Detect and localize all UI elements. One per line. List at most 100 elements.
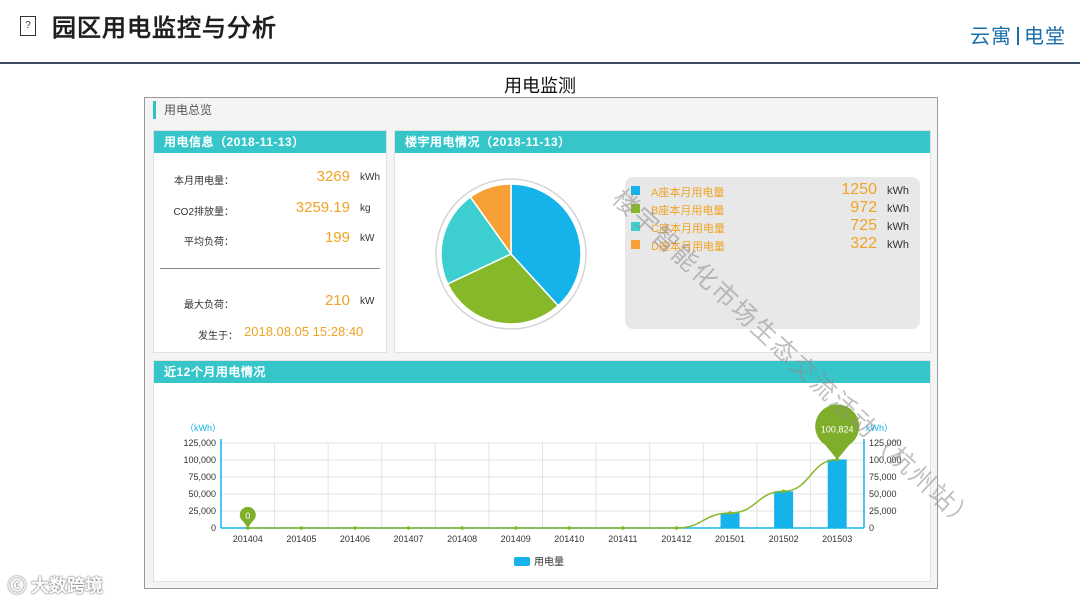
legend-unit: kWh [887,239,909,251]
bar-201502[interactable] [774,491,794,528]
info-value: 3259.19 [295,199,350,216]
line-point [353,526,357,530]
y-tick-label-left: 25,000 [188,506,216,516]
marker-label: 0 [245,511,250,521]
building-usage-title: 楼宇用电情况（2018-11-13） [395,131,930,153]
building-legend: A座本月用电量 1250 kWh B座本月用电量 972 kWh C座本月用电量… [625,177,920,329]
dashboard-window: 用电总览 用电信息（2018-11-13） 本月用电量： 3269 kWh CO… [144,97,938,589]
line-point [299,526,304,530]
legend-value: 725 [850,217,877,234]
line-point [460,526,464,530]
info-row-avg-load: 平均负荷： 199 kW [154,229,386,249]
y-tick-label-left: 75,000 [188,472,216,482]
monthly-bar-chart: 125,000 125,000 100,000 100,000 75,000 75,000… [183,404,902,568]
legend-name: A座本月用电量 [651,187,725,199]
slide-header: ? 园区用电监控与分析 云寓 电堂 [0,0,1080,64]
occurred-label: 发生于： [198,331,238,342]
x-tick-label: 201408 [447,534,477,544]
x-tick-label: 201412 [661,534,691,544]
monthly-usage-title: 近12个月用电情况 [154,361,930,383]
info-value: 3269 [316,168,350,185]
legend-swatch[interactable] [514,557,530,566]
legend-swatch [631,222,640,231]
legend-unit: kWh [887,185,909,197]
y-tick-label-left: 100,000 [183,455,216,465]
x-tick-label: 201406 [340,534,370,544]
info-label: 本月用电量： [174,176,234,187]
watermark-logo-icon: ⓒ [8,576,32,596]
line-point [728,511,732,515]
legend-swatch [631,240,640,249]
legend-unit: kWh [887,203,909,215]
building-pie-chart [435,178,587,330]
legend-label[interactable]: 用电量 [534,555,564,568]
legend-row-c: C座本月用电量 725 kWh [631,217,911,235]
info-value: 199 [324,229,350,246]
info-label: 平均负荷： [184,237,234,248]
y-tick-label-right: 50,000 [869,489,897,499]
power-info-title: 用电信息（2018-11-13） [154,131,386,153]
legend-row-d: D座本月用电量 322 kWh [631,235,911,253]
legend-name: C座本月用电量 [651,223,725,235]
legend-row-b: B座本月用电量 972 kWh [631,199,911,217]
watermark-logo-text: 大数跨境 [31,576,104,596]
y-tick-label-left: 0 [211,523,216,533]
y-unit-left: （kWh） [185,423,221,433]
brand-separator [1017,27,1019,45]
line-point [406,526,411,530]
watermark-logo: ⓒ 大数跨境 [8,572,103,598]
x-tick-label: 201410 [554,534,584,544]
line-point [781,489,786,494]
line-point [513,526,518,530]
legend-value: 322 [850,235,877,252]
x-tick-label: 201502 [769,534,799,544]
x-tick-label: 201404 [233,534,263,544]
x-tick-label: 201409 [501,534,531,544]
x-tick-label: 201411 [608,534,637,544]
info-label: 最大负荷： [184,300,234,311]
legend-swatch [631,186,640,195]
y-tick-label-right: 100,000 [869,455,902,465]
pie-slice-d[interactable] [469,183,512,257]
pie-slice-c[interactable] [440,195,513,285]
legend-value: 972 [850,199,877,216]
y-unit-right: kWh） [866,423,893,433]
brand-right: 电堂 [1024,26,1066,48]
info-unit: kW [360,233,375,244]
x-tick-label: 201405 [286,534,316,544]
y-tick-label-right: 125,000 [869,438,902,448]
missing-glyph-icon: ? [20,16,36,36]
bar-201503[interactable] [827,459,847,528]
info-unit: kW [360,296,375,307]
legend-name: D座本月用电量 [651,241,725,253]
info-row-max-load: 最大负荷： 210 kW [154,292,386,312]
pie-slice-a[interactable] [510,183,582,307]
info-unit: kg [360,203,371,214]
line-point [674,526,679,530]
legend-name: B座本月用电量 [651,205,725,217]
line-point [245,526,250,530]
info-row-monthly-usage: 本月用电量： 3269 kWh [154,168,386,188]
brand-left: 云寓 [970,26,1012,48]
line-point [621,526,625,530]
occurred-value: 2018.08.05 15:28:40 [244,324,364,339]
bar-201501[interactable] [720,513,740,528]
legend-swatch [631,204,640,213]
y-tick-label-right: 0 [869,523,874,533]
y-tick-label-left: 50,000 [188,489,216,499]
marker-pin [239,506,256,528]
info-row-co2: CO2排放量： 3259.19 kg [154,199,386,219]
info-value: 210 [324,292,350,309]
marker-label: 100,824 [821,424,854,434]
power-info-panel: 用电信息（2018-11-13） 本月用电量： 3269 kWh CO2排放量：… [153,130,387,353]
monthly-usage-panel: 近12个月用电情况 125,000 125,000 100,000 100,000 75… [153,360,931,582]
dashboard-header: 用电总览 [153,101,212,119]
line-point [835,457,840,462]
slide-title: 园区用电监控与分析 [52,15,277,42]
info-unit: kWh [360,172,380,183]
legend-unit: kWh [887,221,909,233]
brand-logo: 云寓 电堂 [970,20,1066,49]
info-divider [160,268,380,269]
y-tick-label-right: 25,000 [869,506,897,516]
y-tick-label-right: 75,000 [869,472,897,482]
